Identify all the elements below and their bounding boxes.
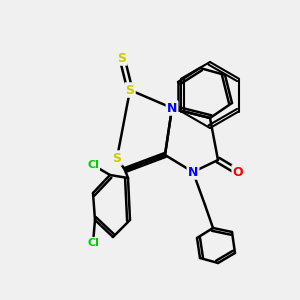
Text: Cl: Cl — [87, 238, 99, 248]
Text: S: S — [112, 152, 122, 164]
Text: Cl: Cl — [87, 160, 99, 170]
Text: N: N — [167, 101, 177, 115]
Text: S: S — [125, 83, 134, 97]
Text: N: N — [188, 166, 198, 178]
Text: S: S — [118, 52, 127, 64]
Text: O: O — [233, 166, 243, 178]
